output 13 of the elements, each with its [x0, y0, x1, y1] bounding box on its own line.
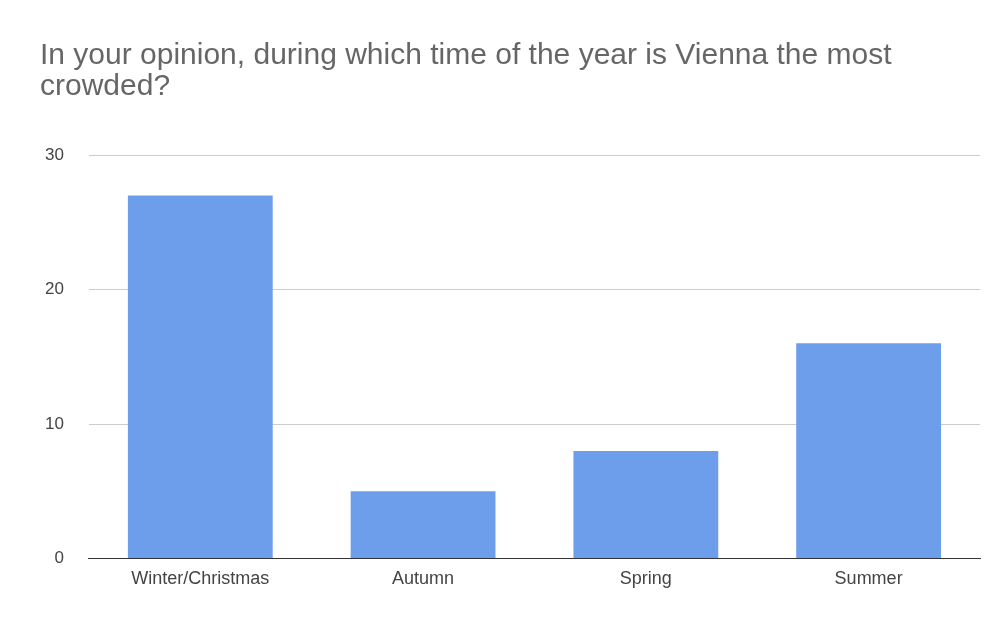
y-tick-label: 0 [54, 548, 64, 568]
x-tick-label: Autumn [392, 568, 455, 589]
y-tick-label: 30 [44, 144, 64, 164]
y-tick-label: 20 [44, 279, 64, 299]
bar [573, 450, 719, 558]
bar [796, 343, 942, 558]
bar [350, 491, 496, 558]
x-tick-label: Winter/Christmas [131, 568, 270, 589]
chart-title: In your opinion, during which time of the year is Vienna the most crowded? [40, 37, 893, 101]
y-tick-label: 10 [44, 413, 64, 433]
x-tick-label: Summer [834, 568, 903, 589]
x-tick-label: Spring [619, 568, 672, 589]
bar [127, 195, 273, 558]
